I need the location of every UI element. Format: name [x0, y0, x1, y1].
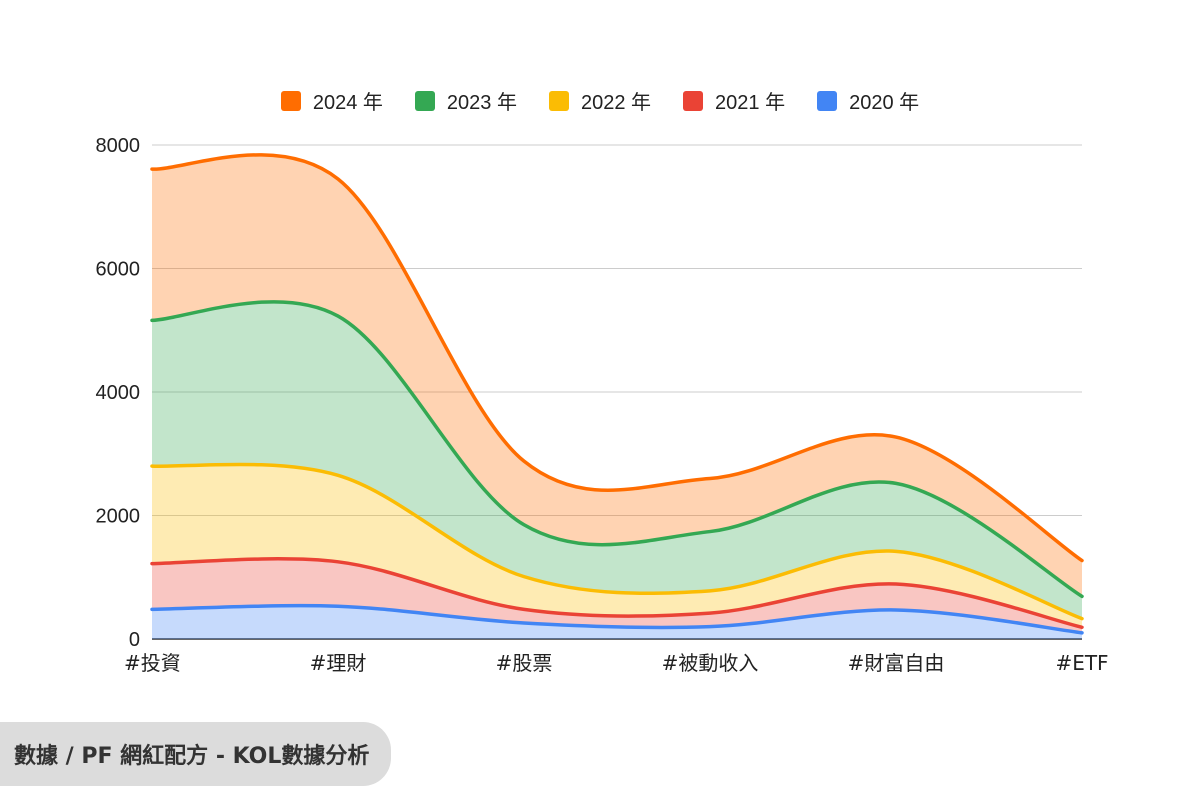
- legend-label: 2020 年: [849, 92, 920, 114]
- source-badge: 數據 / PF 網紅配方 - KOL數據分析: [0, 722, 392, 786]
- area-layer: [152, 154, 1082, 639]
- area-2021-年: [152, 558, 1082, 633]
- y-tick-label: 4000: [96, 382, 141, 404]
- legend-item[interactable]: 2024 年: [280, 86, 383, 115]
- x-tick-label: #ETF: [1055, 651, 1108, 675]
- area-2023-年: [152, 301, 1082, 619]
- legend-label: 2024 年: [312, 92, 383, 114]
- line-2020-年: [150, 603, 1084, 635]
- line-2022-年: [150, 462, 1084, 621]
- legend-item[interactable]: 2022 年: [548, 86, 652, 115]
- axis-layer: 0 2000 4000 6000 8000 #投資 #理財 #股票 #被動收入 #財富自由 #ETF: [96, 135, 1109, 675]
- area-2024-年: [152, 154, 1082, 597]
- line-2024-年: [150, 153, 1084, 563]
- x-tick-label: #財富自由: [848, 651, 945, 675]
- y-tick-label: 2000: [96, 506, 141, 528]
- grid-layer: [152, 144, 1082, 640]
- legend-item[interactable]: 2020 年: [817, 86, 919, 115]
- x-tick-label: #股票: [496, 651, 553, 675]
- legend-label: 2021 年: [715, 92, 786, 114]
- legend-label: 2022 年: [580, 92, 652, 114]
- source-label: 數據 / PF 網紅配方 - KOL數據分析: [14, 744, 370, 769]
- line-layer: [150, 153, 1084, 635]
- chart-legend: 2024 年 2023 年 2022 年 2021 年 2020 年: [0, 86, 1200, 115]
- legend-swatch: [280, 90, 301, 111]
- legend-swatch: [548, 90, 569, 111]
- area-2020-年: [152, 605, 1082, 639]
- line-2023-年: [150, 300, 1084, 599]
- x-tick-label: #投資: [124, 651, 181, 675]
- y-tick-label: 6000: [96, 259, 141, 281]
- legend-swatch: [683, 90, 704, 111]
- y-tick-label: 8000: [96, 135, 141, 157]
- x-tick-label: #理財: [310, 651, 367, 675]
- legend-item[interactable]: 2021 年: [683, 86, 785, 115]
- legend-swatch: [817, 90, 838, 111]
- y-tick-label: 0: [129, 629, 140, 651]
- legend-item[interactable]: 2023 年: [414, 86, 517, 115]
- line-2021-年: [150, 557, 1084, 630]
- x-tick-label: #被動收入: [662, 651, 759, 675]
- legend-swatch: [414, 90, 435, 111]
- legend-label: 2023 年: [446, 92, 517, 114]
